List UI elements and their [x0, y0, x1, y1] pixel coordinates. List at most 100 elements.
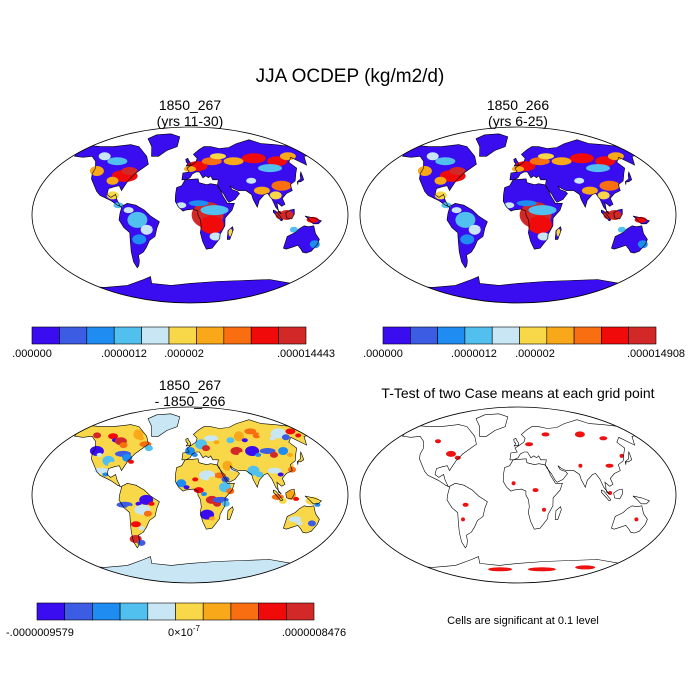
value-patch	[119, 442, 128, 449]
value-patch	[123, 207, 134, 214]
value-patch	[434, 191, 447, 200]
value-patch	[138, 436, 144, 441]
value-patch	[138, 526, 145, 531]
value-patch	[285, 428, 296, 435]
value-patch	[435, 157, 456, 166]
value-patch	[241, 438, 248, 443]
coastline-borneo	[613, 208, 623, 220]
land-eurasia	[509, 419, 642, 494]
colorbar-3-swatch	[230, 602, 259, 621]
value-patch	[214, 472, 226, 479]
coastline-britain	[513, 157, 519, 167]
coastline-samerica	[118, 202, 160, 269]
coastline-eurasia	[509, 139, 643, 215]
coastline-eurasia	[509, 419, 643, 495]
coastline-britain	[185, 437, 191, 447]
value-patch	[130, 521, 141, 528]
coastline-greenland	[475, 413, 509, 437]
value-patch	[241, 153, 266, 164]
value-patch	[314, 502, 321, 507]
significant-cell	[454, 455, 461, 460]
value-patch	[122, 453, 133, 462]
value-patch	[285, 490, 296, 500]
value-patch	[200, 205, 229, 216]
coastline-borneo	[285, 488, 295, 500]
colorbar-3-swatch	[285, 602, 315, 621]
coastline-eurasia	[181, 419, 315, 495]
coastline-namerica	[402, 424, 477, 488]
colorbar-2-swatch	[409, 326, 438, 345]
value-patch	[106, 176, 119, 185]
value-patch	[512, 166, 524, 172]
value-patch	[267, 467, 282, 474]
colorbar-1-swatch	[59, 326, 88, 345]
significance-footnote: Cells are significant at 0.1 level	[447, 615, 599, 627]
coastline-sumatra	[273, 209, 284, 222]
value-patch	[281, 434, 290, 441]
value-patch	[244, 428, 257, 435]
value-patch	[223, 157, 244, 166]
significant-cell	[575, 565, 596, 570]
coastline-namerica	[74, 144, 149, 208]
panel-4-title: T-Test of two Case means at each grid po…	[381, 385, 654, 401]
value-patch	[226, 488, 235, 495]
colorbar-1-label-max: .000014443	[277, 348, 335, 360]
colorbar-3-swatch	[36, 602, 66, 621]
value-patch	[551, 157, 572, 166]
value-patch	[449, 167, 466, 175]
coastline-australia	[283, 505, 320, 534]
colorbar-1-label-2: .0000012	[101, 348, 147, 360]
value-patch	[176, 479, 187, 488]
colorbar-3-swatch	[202, 602, 232, 621]
coastline-samerica	[446, 202, 488, 269]
coastline-africa	[502, 458, 563, 530]
value-patch	[238, 451, 247, 458]
value-patch	[96, 452, 103, 457]
land-antarctica	[405, 276, 631, 303]
value-patch	[278, 497, 287, 504]
land-australia	[611, 505, 648, 534]
coastline-australia	[611, 225, 648, 254]
colorbar-3-label-mid-exp: -7	[193, 624, 201, 633]
value-patch	[307, 520, 316, 527]
colorbar-2-swatch	[382, 326, 411, 345]
coastline-newguinea	[632, 215, 650, 225]
value-patch	[107, 157, 128, 166]
land-australia	[611, 225, 648, 254]
value-patch	[258, 164, 282, 173]
land-namerica	[74, 144, 149, 208]
coastline-samerica	[446, 482, 488, 549]
colorbar-1-swatch	[250, 326, 279, 345]
land-greenland	[476, 133, 508, 157]
value-patch	[188, 200, 209, 207]
value-patch	[296, 521, 303, 526]
significant-cell	[578, 463, 583, 468]
colorbar-2-swatch	[491, 326, 520, 345]
colorbar-2-label-2: .0000012	[451, 348, 497, 360]
land-namerica	[402, 424, 477, 488]
colorbar-1-label-3: .000002	[164, 348, 204, 360]
land-namerica	[74, 424, 149, 488]
coastline-madagascar	[226, 226, 234, 240]
land-greenland	[476, 413, 508, 437]
significant-cell	[634, 517, 639, 522]
value-patch	[121, 167, 138, 175]
value-patch	[222, 460, 233, 471]
land-britain	[513, 438, 519, 447]
significant-cell	[525, 442, 534, 447]
coastline-samerica	[118, 482, 160, 549]
land-antarctica	[77, 556, 303, 583]
value-patch	[271, 180, 292, 191]
value-patch	[607, 152, 624, 161]
value-patch	[210, 153, 226, 160]
value-patch	[597, 191, 610, 200]
coastline-greenland	[475, 133, 509, 157]
coastline-japan	[296, 450, 305, 465]
value-patch	[279, 210, 294, 220]
value-patch	[140, 224, 153, 235]
colorbar-3-swatch	[175, 602, 204, 621]
land-namerica	[402, 144, 477, 208]
value-patch	[528, 205, 557, 216]
value-patch	[516, 200, 537, 207]
coastline-sumatra	[601, 209, 612, 222]
